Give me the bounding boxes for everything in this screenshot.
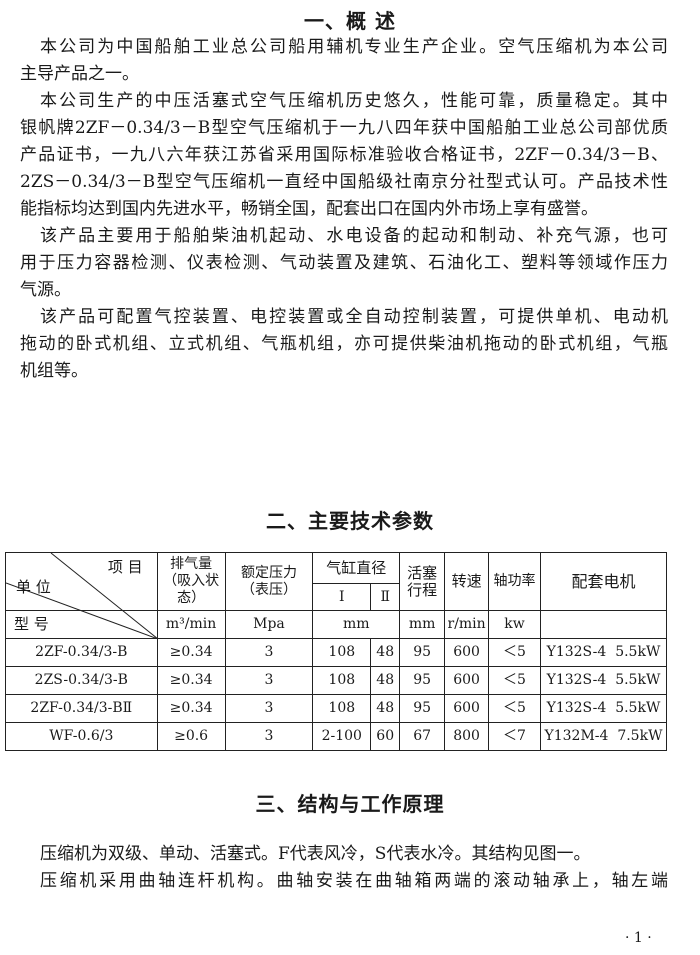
- table-cell: 108: [312, 666, 372, 695]
- text-line: 本公司为中国船舶工业总公司船用辅机专业生产企业。空气压缩机为本公司: [40, 37, 668, 57]
- header-bore: 气缸直径: [312, 552, 401, 584]
- unit-power: kw: [488, 610, 541, 639]
- table-cell: 60: [370, 722, 401, 751]
- table-cell: 2-100: [312, 722, 372, 751]
- table-row: WF-0.6/3 ≥0.6 3 2-100 60 67 800 ＜7 Y132M-4 7.5kW: [5, 722, 668, 751]
- table-cell: ≥0.34: [156, 666, 226, 695]
- section3-body: 压缩机为双级、单动、活塞式。F代表风冷，S代表水冷。其结构见图一。压缩机采用曲轴…: [20, 841, 668, 895]
- section1-body: 本公司为中国船舶工业总公司船用辅机专业生产企业。空气压缩机为本公司主导产品之一。…: [20, 34, 668, 385]
- section-title: 三、结构与工作原理: [255, 792, 445, 816]
- table-cell: Y132S-4 5.5kW: [539, 666, 668, 695]
- table-cell: 800: [444, 722, 490, 751]
- header-motor: 配套电机: [539, 552, 668, 611]
- header-displacement: 排气量 （吸入状态）: [156, 552, 226, 611]
- header-speed: 转速: [444, 552, 490, 611]
- text-line: 主导产品之一。: [20, 64, 139, 84]
- table-cell: ≥0.34: [156, 694, 226, 723]
- unit-displacement: m³/min: [156, 610, 226, 639]
- text-line: 该产品可配置气控装置、电控装置或全自动控制装置，可提供单机、电动机: [40, 307, 668, 327]
- text-line: 银帆牌2ZF－0.34/3－B型空气压缩机于一九八四年获中国船舶工业总公司部优质: [20, 118, 668, 138]
- section-title: 二、主要技术参数: [266, 509, 434, 533]
- text-line: 气源。: [20, 280, 71, 300]
- corner-mid: 单 位: [16, 578, 51, 596]
- table-row: 2ZF-0.34/3-BⅡ ≥0.34 3 108 48 95 600 ＜5 Y132S-4 5…: [5, 694, 668, 723]
- table-cell: ≥0.34: [156, 638, 226, 667]
- table-cell: Y132M-4 7.5kW: [539, 722, 668, 751]
- header-power: 轴功率: [488, 552, 541, 611]
- spec-table: 项 目 单 位 排气量 （吸入状态） 额定压力 （表压） 气缸直径 活塞 行程 转速 …: [5, 552, 668, 751]
- corner-cell: 项 目 单 位: [5, 552, 158, 639]
- table-cell: Y132S-4 5.5kW: [539, 694, 668, 723]
- text-line: 压缩机为双级、单动、活塞式。F代表风冷，S代表水冷。其结构见图一。: [40, 844, 591, 864]
- table-cell: 600: [444, 638, 490, 667]
- text-line: 压缩机采用曲轴连杆机构。曲轴安装在曲轴箱两端的滚动轴承上，轴左端: [40, 871, 668, 891]
- table-cell: 600: [444, 666, 490, 695]
- corner-top: 项 目: [107, 558, 143, 576]
- diagonal-lines: [6, 553, 158, 639]
- table-cell: WF-0.6/3: [5, 722, 158, 751]
- table-cell: 108: [312, 694, 372, 723]
- header-bore-1: Ⅰ: [312, 583, 372, 611]
- table-cell: ＜5: [488, 666, 541, 695]
- header-pressure: 额定压力 （表压）: [224, 552, 314, 611]
- table-cell: Y132S-4 5.5kW: [539, 638, 668, 667]
- text-line: 能指标均达到国内先进水平，畅销全国，配套出口在国内外市场上享有盛誉。: [20, 199, 598, 219]
- table-cell: 3: [224, 638, 314, 667]
- table-cell: ＜5: [488, 694, 541, 723]
- table-cell: 48: [370, 666, 401, 695]
- table-cell: ＜5: [488, 638, 541, 667]
- unit-speed: r/min: [444, 610, 490, 639]
- table-cell: 48: [370, 638, 401, 667]
- table-row: 2ZF-0.34/3-B ≥0.34 3 108 48 95 600 ＜5 Y132S-4 5.…: [5, 638, 668, 667]
- header-stroke: 活塞 行程: [399, 552, 446, 611]
- table-cell: 2ZF-0.34/3-BⅡ: [5, 694, 158, 723]
- table-cell: 95: [399, 694, 446, 723]
- text-line: 2ZS－0.34/3－B型空气压缩机一直经中国船级社南京分社型式认可。产品技术性: [20, 172, 668, 192]
- table-cell: 3: [224, 666, 314, 695]
- table-cell: 95: [399, 666, 446, 695]
- text-line: 拖动的卧式机组、立式机组、气瓶机组，亦可提供柴油机拖动的卧式机组，气瓶: [20, 334, 668, 354]
- table-cell: ＜7: [488, 722, 541, 751]
- header-bore-2: Ⅱ: [370, 583, 401, 611]
- unit-stroke: mm: [399, 610, 446, 639]
- page-number: · 1 ·: [625, 930, 652, 946]
- table-cell: 600: [444, 694, 490, 723]
- unit-bore: mm: [312, 610, 401, 639]
- table-cell: ≥0.6: [156, 722, 226, 751]
- table-cell: 3: [224, 722, 314, 751]
- table-cell: 67: [399, 722, 446, 751]
- table-cell: 2ZS-0.34/3-B: [5, 666, 158, 695]
- table-row: 2ZS-0.34/3-B ≥0.34 3 108 48 95 600 ＜5 Y132S-4 5.…: [5, 666, 668, 695]
- table-cell: 95: [399, 638, 446, 667]
- text-line: 该产品主要用于船舶柴油机起动、水电设备的起动和制动、补充气源，也可: [40, 226, 668, 246]
- text-line: 本公司生产的中压活塞式空气压缩机历史悠久，性能可靠，质量稳定。其中: [40, 91, 668, 111]
- table-cell: 48: [370, 694, 401, 723]
- table-cell: 3: [224, 694, 314, 723]
- table-cell: 2ZF-0.34/3-B: [5, 638, 158, 667]
- unit-motor: [539, 610, 668, 639]
- text-line: 机组等。: [20, 361, 88, 381]
- text-line: 产品证书，一九八六年获江苏省采用国际标准验收合格证书，2ZF－0.34/3－B、: [20, 145, 668, 165]
- text-line: 用于压力容器检测、仪表检测、气动装置及建筑、石油化工、塑料等领域作压力: [20, 253, 668, 273]
- table-cell: 108: [312, 638, 372, 667]
- section-title: 一、概 述: [304, 9, 396, 33]
- unit-pressure: Mpa: [224, 610, 314, 639]
